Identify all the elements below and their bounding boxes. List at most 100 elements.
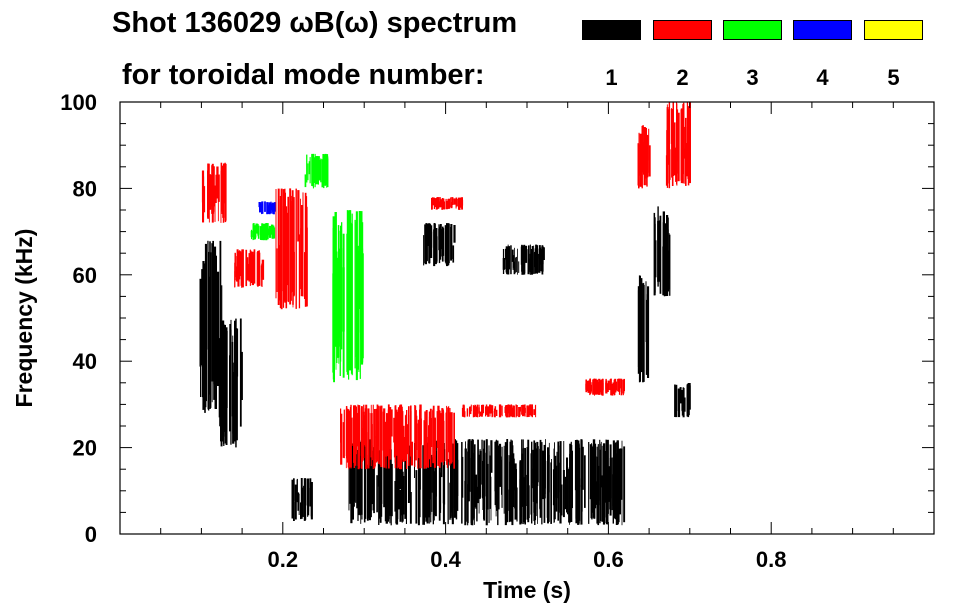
spectrum-streak bbox=[250, 230, 253, 238]
spectrum-streak bbox=[434, 471, 436, 516]
spectrum-streak bbox=[604, 468, 607, 503]
spectrum-streak bbox=[667, 250, 669, 292]
spectrum-streak bbox=[669, 234, 671, 290]
spectrum-streak bbox=[641, 125, 643, 189]
spectrum-streak bbox=[424, 224, 426, 264]
spectrum-streak bbox=[423, 454, 426, 512]
spectrum-streak bbox=[305, 196, 308, 306]
spectrum-streak bbox=[209, 241, 211, 409]
spectrum-streak bbox=[606, 383, 609, 392]
spectrum-streak bbox=[510, 410, 513, 415]
spectrum-streak bbox=[376, 475, 378, 513]
spectrum-streak bbox=[422, 445, 425, 525]
spectrum-streak bbox=[662, 246, 664, 296]
spectrum-streak bbox=[262, 223, 265, 241]
spectrum-streak bbox=[587, 380, 590, 393]
spectrum-streak bbox=[446, 426, 448, 451]
spectrum-streak bbox=[508, 405, 510, 414]
spectrum-streak bbox=[338, 248, 341, 338]
spectrum-streak bbox=[450, 197, 452, 208]
spectrum-streak bbox=[600, 386, 603, 395]
spectrum-streak bbox=[489, 404, 492, 414]
spectrum-streak bbox=[553, 455, 557, 498]
spectrum-streak bbox=[666, 107, 669, 184]
spectrum-streak bbox=[446, 407, 448, 468]
legend-label-3: 3 bbox=[746, 65, 759, 90]
spectrum-streak bbox=[547, 453, 550, 510]
spectrum-streak bbox=[505, 246, 508, 273]
spectrum-streak bbox=[555, 465, 558, 512]
spectrum-streak bbox=[535, 469, 538, 504]
spectrum-streak bbox=[355, 460, 357, 503]
spectrum-streak bbox=[550, 462, 552, 524]
spectrum-region-n2-2 bbox=[275, 188, 308, 310]
spectrum-streak bbox=[415, 470, 418, 524]
spectrum-streak bbox=[289, 193, 291, 286]
spectrum-streak bbox=[506, 405, 508, 418]
spectrum-streak bbox=[453, 225, 456, 243]
spectrum-streak bbox=[466, 408, 469, 417]
spectrum-streak bbox=[378, 454, 381, 519]
spectrum-streak bbox=[666, 223, 669, 259]
spectrum-streak bbox=[385, 441, 388, 509]
spectrum-streak bbox=[533, 409, 536, 416]
spectrum-streak bbox=[292, 231, 294, 305]
spectrum-streak bbox=[588, 442, 590, 524]
spectrum-streak bbox=[542, 247, 545, 260]
spectrum-streak bbox=[404, 437, 407, 461]
spectrum-streak bbox=[285, 206, 288, 309]
spectrum-streak bbox=[352, 448, 355, 507]
spectrum-region-n3-0 bbox=[250, 223, 276, 241]
spectrum-streak bbox=[584, 455, 586, 508]
spectrum-streak bbox=[204, 243, 207, 402]
spectrum-streak bbox=[456, 198, 458, 207]
spectrum-streak bbox=[677, 388, 681, 418]
spectrum-streak bbox=[480, 411, 482, 417]
spectrum-streak bbox=[514, 247, 515, 269]
spectrum-streak bbox=[532, 452, 534, 489]
spectrum-streak bbox=[404, 451, 407, 519]
spectrum-streak bbox=[363, 439, 366, 523]
spectrum-streak bbox=[535, 244, 538, 274]
spectrum-streak bbox=[302, 192, 304, 297]
spectrum-streak bbox=[458, 197, 460, 210]
spectrum-streak bbox=[522, 477, 525, 523]
spectrum-streak bbox=[442, 443, 445, 525]
spectrum-streak bbox=[319, 162, 321, 181]
spectrum-streak bbox=[353, 405, 356, 463]
spectrum-streak bbox=[342, 422, 345, 458]
spectrum-streak bbox=[515, 405, 517, 415]
spectrum-streak bbox=[276, 248, 278, 292]
spectrum-streak bbox=[659, 220, 661, 266]
spectrum-streak bbox=[436, 197, 438, 210]
spectrum-streak bbox=[467, 484, 469, 526]
spectrum-streak bbox=[426, 451, 429, 523]
spectrum-streak bbox=[258, 202, 261, 208]
spectrum-region-n1-1 bbox=[218, 318, 243, 448]
spectrum-streak bbox=[514, 469, 517, 519]
spectrum-streak bbox=[324, 163, 327, 186]
spectrum-streak bbox=[426, 436, 428, 468]
spectrum-streak bbox=[610, 378, 612, 396]
spectrum-streak bbox=[434, 223, 436, 263]
spectrum-streak bbox=[306, 154, 308, 183]
spectrum-streak bbox=[601, 445, 603, 522]
spectrum-streak bbox=[618, 464, 620, 508]
spectrum-streak bbox=[223, 344, 226, 419]
spectrum-streak bbox=[515, 257, 516, 273]
spectrum-streak bbox=[529, 253, 532, 273]
spectrum-streak bbox=[297, 190, 300, 242]
spectrum-streak bbox=[541, 246, 544, 260]
spectrum-streak bbox=[580, 440, 583, 512]
spectrum-streak bbox=[617, 378, 621, 392]
spectrum-streak bbox=[449, 482, 451, 520]
spectrum-streak bbox=[447, 459, 449, 525]
spectrum-streak bbox=[439, 413, 442, 461]
spectrum-streak bbox=[519, 479, 522, 511]
spectrum-streak bbox=[494, 406, 497, 412]
spectrum-streak bbox=[495, 409, 498, 416]
spectrum-streak bbox=[646, 294, 649, 364]
spectrum-streak bbox=[448, 224, 449, 254]
spectrum-streak bbox=[280, 189, 283, 302]
spectrum-streak bbox=[639, 133, 642, 187]
